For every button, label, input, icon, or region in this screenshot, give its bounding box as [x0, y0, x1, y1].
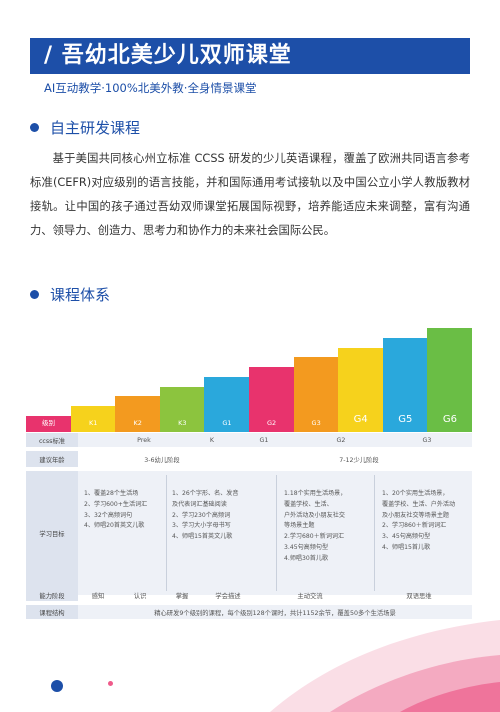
level-bar-label: K1 [88, 419, 98, 427]
decorative-dot [108, 681, 113, 686]
level-bar-G4: G4 [338, 347, 384, 432]
table-row-ccss: ccss标准 Prek K G1 G2 G3 [26, 433, 472, 447]
level-bar-label: K2 [133, 419, 142, 427]
level-bar-label: G6 [442, 414, 457, 425]
bullet-dot-icon [30, 123, 39, 132]
row-header: 能力阶段 [26, 589, 78, 601]
row-header: 建议年龄 [26, 451, 78, 467]
decorative-dot [51, 680, 63, 692]
level-bar-label: G5 [398, 414, 413, 425]
ability-cell: 认识 [133, 592, 147, 600]
ccss-cell: Prek [137, 436, 151, 444]
row-header: 课程结构 [26, 605, 78, 619]
level-bar-label: G3 [311, 419, 321, 427]
ability-cell: 掌握 [175, 592, 189, 600]
age-cell: 7-12少儿阶段 [339, 456, 379, 464]
level-bar-label: K3 [178, 419, 187, 427]
level-bar-G6: G6 [427, 328, 473, 432]
level-bar-K2: K2 [115, 396, 161, 432]
level-bar-label: G4 [353, 414, 368, 425]
table-row-ability: 能力阶段 感知 认识 掌握 学会描述 主动交流 双语思维 [26, 589, 472, 601]
ccss-cell: G1 [259, 436, 269, 444]
level-bar-G1: G1 [204, 376, 250, 432]
row-header: 学习目标 [26, 471, 78, 595]
level-bar-label: G2 [266, 419, 277, 427]
ability-cell: 双语思维 [406, 592, 432, 600]
ccss-cell: G3 [422, 436, 432, 444]
table-row-goals: 学习目标 1、覆盖28个生活场 2、学习600+生活词汇 3、32个高频词句 4… [26, 471, 472, 595]
goal-text: 1.18个实用生活场景， 覆盖学校、生活、 户外活动及小朋友社交 等场景主题 2… [284, 490, 347, 562]
goal-text: 1、26个字形、名、发音 及代表词汇基础阅读 2、学习230个高频词 3、学习大… [172, 490, 239, 541]
intro-paragraph: 基于美国共同核心州立标准 CCSS 研发的少儿英语课程，覆盖了欧洲共同语言参考标… [30, 152, 470, 237]
ability-cell: 学会描述 [215, 592, 241, 600]
decorative-wave [270, 620, 500, 712]
section-title-self-developed: 自主研发课程 [30, 117, 140, 138]
page-subtitle: AI互动教学·100%北美外教·全身情景课堂 [44, 81, 257, 95]
section-title-text: 自主研发课程 [50, 119, 141, 137]
level-bar-label: G1 [222, 419, 232, 427]
level-bar-G3: G3 [293, 357, 339, 432]
section-title-curriculum: 课程体系 [30, 284, 110, 305]
level-bar-K1: K1 [70, 406, 116, 432]
column-divider [374, 475, 375, 591]
table-row-age: 建议年龄 3-6幼儿阶段 7-12少儿阶段 [26, 451, 472, 467]
structure-cell: 精心研发9个级别的课程，每个级别128个课时，共计1152余节，覆盖50多个生活… [154, 609, 396, 617]
column-divider [276, 475, 277, 591]
ccss-cell: G2 [336, 436, 346, 444]
page-banner: / 吾幼北美少儿双师课堂 [30, 38, 470, 74]
ccss-cell: K [209, 436, 215, 444]
bullet-dot-icon [30, 290, 39, 299]
level-bar-G2: G2 [249, 367, 295, 432]
section-title-text: 课程体系 [50, 286, 111, 304]
row-header: ccss标准 [26, 433, 78, 447]
table-row-structure: 课程结构 精心研发9个级别的课程，每个级别128个课时，共计1152余节，覆盖5… [26, 605, 472, 619]
ability-cell: 感知 [91, 592, 105, 600]
ability-cell: 主动交流 [297, 592, 323, 600]
level-bar-级别: 级别 [26, 416, 72, 432]
column-divider [166, 475, 167, 591]
age-cell: 3-6幼儿阶段 [144, 456, 180, 464]
goal-text: 1、20个实用生活场景， 覆盖学校、生活、户外活动 及小朋友社交等场景主题 2、… [382, 490, 456, 551]
level-staircase-chart: 级别 K1 K2 K3 G1 G2 G3 G4 G5 G6 [26, 328, 473, 432]
level-bar-label: 级别 [42, 419, 56, 427]
goal-text: 1、覆盖28个生活场 2、学习600+生活词汇 3、32个高频词句 4、师唱20… [84, 490, 148, 530]
level-bar-K3: K3 [159, 386, 205, 432]
level-bar-G5: G5 [382, 337, 428, 432]
